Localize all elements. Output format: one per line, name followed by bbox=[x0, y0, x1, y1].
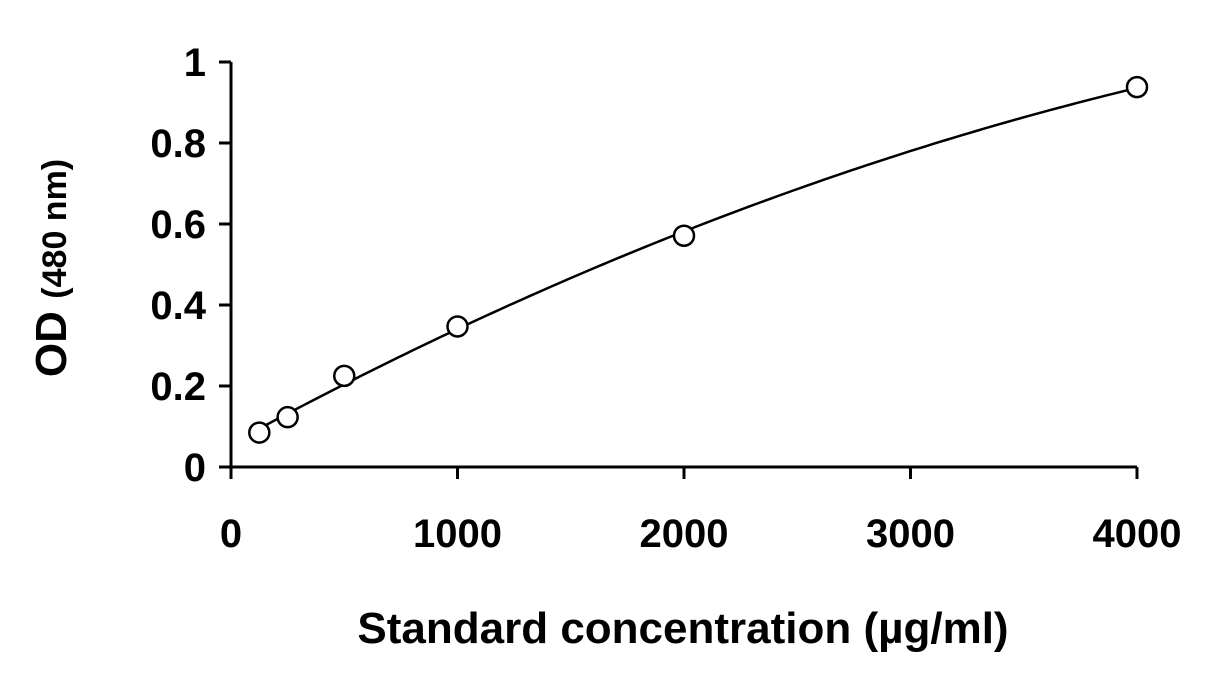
x-axis-ticks bbox=[229, 467, 1139, 479]
y-axis-title-main: OD bbox=[27, 311, 76, 377]
y-tick-label: 0.4 bbox=[150, 284, 206, 328]
trend-line bbox=[258, 86, 1138, 430]
x-tick-label: 1000 bbox=[413, 512, 502, 556]
x-tick-label: 3000 bbox=[866, 512, 955, 556]
x-tick-label: 0 bbox=[220, 512, 242, 556]
x-axis-title: Standard concentration (µg/ml) bbox=[357, 604, 1008, 653]
data-point bbox=[333, 364, 356, 388]
y-axis-tick-labels: 0 0.2 0.4 0.6 0.8 1 bbox=[150, 41, 206, 490]
y-axis-title: OD (480 nm) bbox=[27, 159, 76, 377]
y-tick-label: 0.6 bbox=[150, 203, 206, 247]
x-tick-label: 4000 bbox=[1093, 512, 1182, 556]
data-point bbox=[1125, 75, 1149, 99]
y-tick-label: 1 bbox=[184, 41, 206, 85]
data-points bbox=[248, 75, 1149, 444]
y-axis-ticks bbox=[219, 60, 231, 469]
y-tick-label: 0.2 bbox=[150, 365, 206, 409]
y-axis-title-unit: (480 nm) bbox=[36, 159, 74, 299]
data-point bbox=[276, 405, 299, 429]
x-axis-tick-labels: 0 1000 2000 3000 4000 bbox=[220, 512, 1182, 556]
x-tick-label: 2000 bbox=[640, 512, 729, 556]
data-point bbox=[446, 315, 469, 338]
data-point bbox=[248, 421, 271, 444]
y-tick-label: 0.8 bbox=[150, 122, 206, 166]
data-point bbox=[672, 224, 696, 247]
y-tick-label: 0 bbox=[184, 446, 206, 490]
